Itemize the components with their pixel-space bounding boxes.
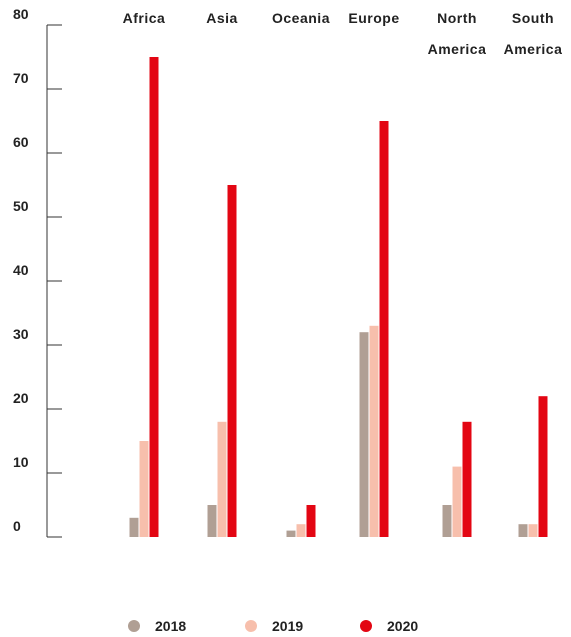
y-tick-label: 70 (13, 70, 29, 86)
category-label: Europe (348, 10, 399, 26)
legend-label-2018: 2018 (155, 618, 186, 634)
bar-2018-europe (359, 332, 369, 537)
y-tick-label: 30 (13, 326, 29, 342)
y-tick-label: 20 (13, 390, 29, 406)
bar-2019-north-america (452, 466, 462, 537)
legend-marker-2020 (360, 620, 372, 632)
bars (129, 57, 548, 537)
bar-2020-asia (227, 185, 237, 537)
bar-2018-oceania (286, 530, 296, 537)
legend: 2018 2019 2020 (128, 618, 418, 634)
y-tick-label: 60 (13, 134, 29, 150)
y-tick-label: 50 (13, 198, 29, 214)
category-label: Asia (206, 10, 238, 26)
y-tick-label: 40 (13, 262, 29, 278)
bar-2020-south-america (538, 396, 548, 537)
bar-2020-oceania (306, 505, 316, 537)
y-axis-ticks: 0 10 20 30 40 50 60 70 80 (13, 6, 62, 538)
legend-label-2019: 2019 (272, 618, 303, 634)
bar-2020-africa (149, 57, 159, 537)
bar-2019-africa (139, 441, 149, 537)
bar-2019-asia (217, 421, 227, 537)
bar-2018-south-america (518, 524, 528, 537)
y-tick-label: 10 (13, 454, 29, 470)
bar-2018-africa (129, 517, 139, 537)
bar-2020-north-america (462, 421, 472, 537)
y-tick-label: 0 (13, 518, 21, 534)
bar-2019-oceania (296, 524, 306, 537)
legend-marker-2019 (245, 620, 257, 632)
bar-2020-europe (379, 121, 389, 537)
category-labels: Africa Asia Oceania Europe North America South… (123, 10, 563, 57)
category-label: North (437, 10, 477, 26)
category-label: Oceania (272, 10, 330, 26)
legend-label-2020: 2020 (387, 618, 418, 634)
category-label: South (512, 10, 554, 26)
y-tick-label: 80 (13, 6, 29, 22)
category-label: Africa (123, 10, 166, 26)
bar-2018-asia (207, 505, 217, 537)
category-label: America (504, 41, 563, 57)
bar-2018-north-america (442, 505, 452, 537)
category-label: America (428, 41, 487, 57)
legend-marker-2018 (128, 620, 140, 632)
bar-2019-europe (369, 325, 379, 537)
bar-2019-south-america (528, 524, 538, 537)
